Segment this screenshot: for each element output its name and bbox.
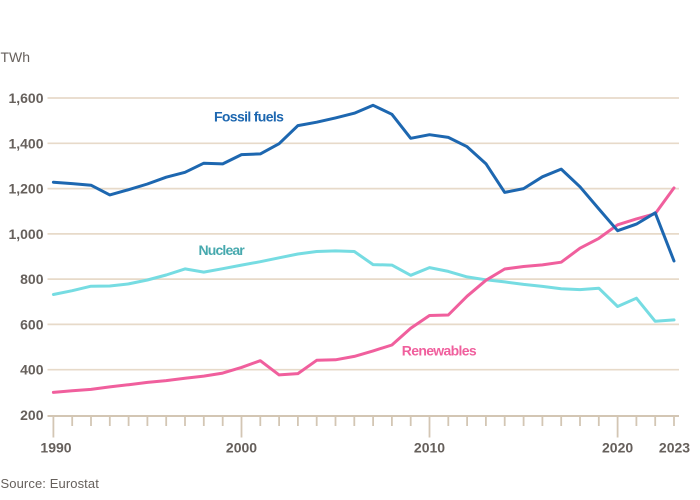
svg-text:2020: 2020 bbox=[602, 440, 633, 456]
svg-text:2023: 2023 bbox=[659, 440, 690, 456]
svg-text:800: 800 bbox=[20, 271, 44, 287]
svg-text:600: 600 bbox=[20, 316, 44, 332]
svg-text:200: 200 bbox=[20, 407, 44, 423]
svg-text:1,000: 1,000 bbox=[8, 226, 43, 242]
svg-text:1,400: 1,400 bbox=[8, 135, 43, 151]
svg-text:400: 400 bbox=[20, 362, 44, 378]
svg-text:1,600: 1,600 bbox=[8, 90, 43, 106]
svg-text:Renewables: Renewables bbox=[402, 343, 477, 359]
svg-text:1,200: 1,200 bbox=[8, 181, 43, 197]
svg-text:2010: 2010 bbox=[414, 440, 445, 456]
svg-text:Nuclear: Nuclear bbox=[199, 242, 246, 258]
svg-text:Source: Eurostat: Source: Eurostat bbox=[1, 476, 100, 491]
svg-text:Fossil fuels: Fossil fuels bbox=[214, 108, 284, 124]
svg-text:TWh: TWh bbox=[1, 49, 31, 65]
svg-text:1990: 1990 bbox=[40, 440, 71, 456]
svg-text:2000: 2000 bbox=[226, 440, 257, 456]
